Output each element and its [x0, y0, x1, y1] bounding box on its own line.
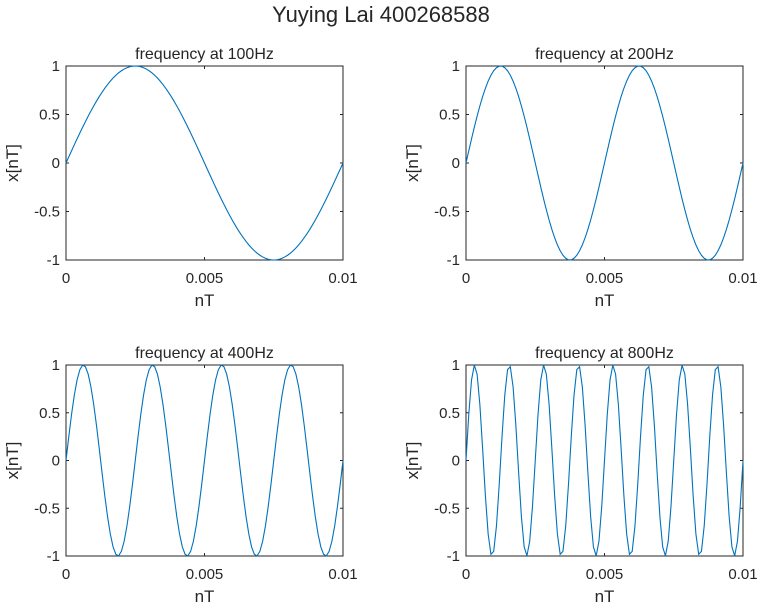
y-tick-label: 0: [452, 155, 460, 172]
series-line: [465, 365, 744, 556]
series-line: [65, 65, 344, 261]
x-tick-label: 0.01: [728, 270, 757, 287]
y-tick-label: -0.5: [34, 500, 60, 517]
y-tick-label: -1: [47, 548, 60, 565]
y-tick-label: 0.5: [439, 107, 460, 124]
x-tick-label: 0: [462, 566, 470, 583]
x-axis-label: nT: [595, 291, 615, 310]
y-tick-label: 0: [52, 155, 60, 172]
subplot-title: frequency at 400Hz: [135, 345, 274, 362]
x-tick-label: 0.005: [586, 566, 624, 583]
x-tick-label: 0.005: [186, 566, 224, 583]
y-axis-label: x[nT]: [3, 442, 22, 480]
y-tick-label: 0: [452, 453, 460, 470]
figure-title: Yuying Lai 400268588: [272, 2, 490, 27]
y-tick-label: -1: [447, 252, 460, 269]
x-tick-label: 0: [462, 270, 470, 287]
y-axis-label: x[nT]: [403, 144, 422, 182]
x-tick-label: 0.01: [328, 566, 357, 583]
y-tick-label: -1: [47, 252, 60, 269]
y-axis-label: x[nT]: [403, 442, 422, 480]
x-tick-label: 0: [62, 270, 70, 287]
y-tick-label: -0.5: [34, 204, 60, 221]
x-axis-label: nT: [195, 291, 215, 310]
y-tick-label: 1: [52, 58, 60, 75]
x-tick-label: 0: [62, 566, 70, 583]
y-axis-label: x[nT]: [3, 144, 22, 182]
subplot-title: frequency at 200Hz: [535, 46, 674, 63]
subplot-title: frequency at 800Hz: [535, 345, 674, 362]
subplot-title: frequency at 100Hz: [135, 46, 274, 63]
y-tick-label: 1: [452, 58, 460, 75]
x-tick-label: 0.005: [586, 270, 624, 287]
series-line: [65, 364, 344, 557]
y-tick-label: -0.5: [434, 204, 460, 221]
y-tick-label: 0.5: [39, 107, 60, 124]
series-line: [465, 65, 744, 261]
x-axis-label: nT: [195, 587, 215, 606]
y-tick-label: 0: [52, 453, 60, 470]
y-tick-label: -0.5: [434, 500, 460, 517]
x-axis-label: nT: [595, 587, 615, 606]
y-tick-label: 1: [452, 357, 460, 374]
x-tick-label: 0.01: [328, 270, 357, 287]
x-tick-label: 0.01: [728, 566, 757, 583]
y-tick-label: -1: [447, 548, 460, 565]
y-tick-label: 1: [52, 357, 60, 374]
x-tick-label: 0.005: [186, 270, 224, 287]
y-tick-label: 0.5: [439, 405, 460, 422]
y-tick-label: 0.5: [39, 405, 60, 422]
